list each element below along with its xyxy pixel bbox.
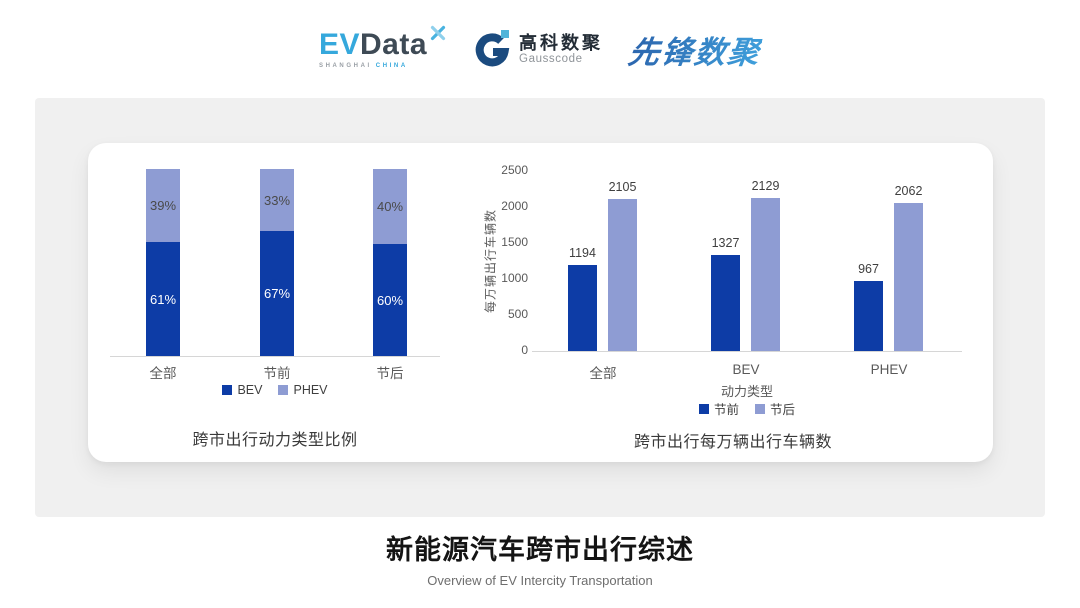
segment-value-label: 61% — [149, 291, 177, 307]
page-title: 新能源汽车跨市出行综述 — [386, 535, 694, 565]
bar-post-holiday — [608, 199, 637, 351]
bar-pre-holiday — [854, 281, 883, 351]
category-label: 全部 — [149, 366, 177, 381]
legend-item: PHEV — [278, 383, 328, 397]
bar-segment-bev: 67% — [260, 231, 294, 356]
logo-bar: EV Data SHANGHAI CHINA 高科数聚 Gausscode 先锋数聚 — [0, 0, 1080, 98]
evdata-wordmark: EV Data — [318, 25, 447, 61]
bar-pre-holiday — [568, 265, 597, 351]
y-tick-label: 500 — [507, 307, 528, 321]
evdata-logo: EV Data SHANGHAI CHINA — [318, 25, 447, 69]
evdata-ev-text: EV — [318, 27, 360, 61]
gausscode-g-icon — [475, 30, 510, 67]
evdata-data-text: Data — [360, 27, 428, 61]
legend-swatch — [755, 403, 765, 414]
bar-value-label: 967 — [858, 262, 879, 276]
bar-segment-phev: 40% — [373, 169, 407, 244]
y-tick-label: 2500 — [501, 163, 528, 177]
bar-segment-phev: 33% — [260, 169, 294, 231]
stacked-bar: 33% 67% — [260, 169, 294, 356]
category-label: 节后 — [376, 366, 404, 381]
segment-value-label: 67% — [263, 286, 291, 301]
legend-swatch — [278, 385, 289, 395]
bar-segment-bev: 61% — [146, 242, 180, 356]
gausscode-en-name: Gausscode — [519, 53, 583, 66]
stacked-bar: 40% 60% — [373, 169, 407, 356]
segment-value-label: 60% — [376, 292, 404, 308]
legend-label: 节前 — [713, 403, 739, 417]
bar-value-label: 2129 — [751, 179, 780, 193]
right-chart-title: 跨市出行每万辆出行车辆数 — [633, 434, 832, 451]
bar-value-label: 2062 — [894, 184, 923, 198]
legend-item: BEV — [222, 383, 262, 397]
left-chart-title: 跨市出行动力类型比例 — [192, 432, 358, 449]
right-chart-xlabel: 动力类型 — [720, 384, 773, 399]
y-tick-label: 2000 — [501, 199, 528, 213]
chart-legend: 节前 节后 — [532, 399, 962, 418]
bar-post-holiday — [894, 203, 923, 351]
evdata-tagline: SHANGHAI CHINA — [318, 62, 408, 69]
x-axis-line — [110, 356, 440, 357]
stacked-bar: 39% 61% — [146, 169, 180, 356]
gausscode-cn-name: 高科数聚 — [519, 32, 604, 53]
x-axis-line — [532, 351, 962, 352]
legend-item: 节前 — [698, 399, 739, 418]
evdata-star-icon — [430, 25, 446, 40]
gausscode-text: 高科数聚 Gausscode — [519, 33, 603, 66]
chart-legend: BEV PHEV — [110, 383, 440, 397]
category-label: 节前 — [263, 366, 291, 381]
segment-value-label: 40% — [376, 199, 404, 214]
bar-value-label: 2105 — [608, 180, 637, 194]
segment-value-label: 33% — [263, 192, 291, 208]
category-label: PHEV — [870, 362, 908, 377]
category-label: BEV — [732, 362, 760, 377]
legend-label: BEV — [237, 383, 263, 397]
segment-value-label: 39% — [149, 198, 177, 213]
bar-value-label: 1327 — [711, 236, 740, 250]
bar-value-label: 1194 — [569, 246, 596, 260]
bar-pre-holiday — [711, 255, 740, 351]
grouped-bar-chart: 每万辆出行车辆数 动力类型 跨市出行每万辆出行车辆数 0 500 1000 1500 2… — [88, 143, 993, 462]
bar-post-holiday — [751, 198, 780, 351]
legend-item: 节后 — [755, 399, 795, 418]
y-tick-label: 0 — [521, 343, 528, 357]
pioneer-logo: 先锋数聚 — [626, 27, 764, 72]
legend-label: 节后 — [770, 403, 796, 417]
y-tick-label: 1500 — [501, 235, 528, 249]
y-tick-label: 1000 — [501, 271, 528, 285]
charts-card: 跨市出行动力类型比例 39% 61% 全部 33% 67% 节前 40% 60% 节后 BEV PH… — [88, 143, 993, 462]
bar-segment-phev: 39% — [146, 169, 180, 242]
right-chart-ylabel: 每万辆出行车辆数 — [483, 208, 498, 314]
stacked-bar-chart: 跨市出行动力类型比例 39% 61% 全部 33% 67% 节前 40% 60% 节后 BEV PH… — [88, 143, 993, 462]
legend-swatch — [698, 403, 709, 414]
charts-panel: 跨市出行动力类型比例 39% 61% 全部 33% 67% 节前 40% 60% 节后 BEV PH… — [35, 98, 1045, 517]
gausscode-logo: 高科数聚 Gausscode — [473, 29, 603, 69]
category-label: 全部 — [589, 366, 617, 381]
legend-swatch — [222, 385, 233, 395]
footer: 新能源汽车跨市出行综述 Overview of EV Intercity Tra… — [0, 528, 1080, 588]
bar-segment-bev: 60% — [373, 244, 407, 356]
legend-label: PHEV — [293, 383, 328, 397]
page-subtitle: Overview of EV Intercity Transportation — [427, 573, 653, 588]
